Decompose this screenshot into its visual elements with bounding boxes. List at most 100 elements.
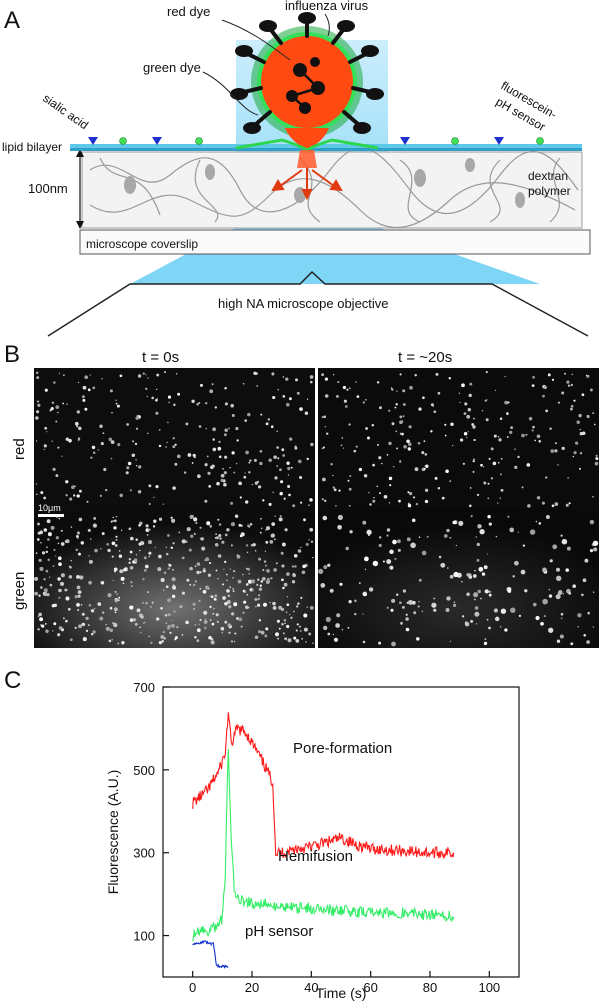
fluorescent-spot — [474, 611, 480, 617]
fluorescent-spot — [324, 426, 326, 428]
fluorescent-spot — [197, 474, 201, 479]
fluorescent-spot — [507, 401, 510, 404]
fluorescent-spot — [52, 467, 56, 472]
fluorescent-spot — [131, 453, 136, 458]
fluorescent-spot — [122, 582, 125, 585]
fluorescent-spot — [354, 599, 357, 603]
fluorescent-spot — [257, 603, 261, 607]
fluorescent-spot — [554, 502, 559, 506]
fluorescent-spot — [212, 612, 215, 615]
fluorescent-spot — [194, 532, 196, 535]
fluorescent-spot — [548, 594, 553, 598]
fluorescent-spot — [50, 407, 54, 411]
fluorescent-spot — [424, 465, 427, 468]
fluorescent-spot — [486, 618, 489, 621]
fluorescent-spot — [139, 549, 141, 552]
panel-a-label: A — [4, 7, 20, 34]
panel-b-label: B — [4, 341, 20, 368]
fluorescent-spot — [285, 377, 289, 381]
fluorescent-spot — [90, 538, 92, 540]
fluorescent-spot — [216, 481, 220, 486]
fluorescent-spot — [472, 574, 477, 578]
fluorescent-spot — [568, 502, 571, 505]
fluorescent-spot — [324, 377, 329, 381]
fluorescent-spot — [114, 544, 118, 547]
fluorescent-spot — [173, 610, 176, 613]
fluorescent-spot — [327, 563, 331, 567]
fluorescent-spot — [579, 432, 583, 436]
fluorescent-spot — [224, 455, 228, 459]
fluorescent-spot — [97, 602, 102, 606]
fluorescent-spot — [281, 448, 285, 452]
fluorescent-spot — [88, 580, 92, 585]
fluorescent-spot — [309, 527, 314, 532]
fluorescent-spot — [367, 436, 370, 440]
fluorescent-spot — [105, 626, 110, 631]
fluorescent-spot — [76, 410, 80, 414]
fluorescent-spot — [35, 416, 39, 420]
fluorescent-spot — [551, 504, 555, 508]
fluorescent-spot — [303, 518, 306, 522]
fluorescent-spot — [232, 590, 235, 593]
fluorescent-spot — [418, 601, 420, 603]
fluorescent-spot — [299, 501, 303, 504]
fluorescent-spot — [193, 456, 196, 458]
fluorescent-spot — [194, 636, 197, 639]
fluorescent-spot — [570, 407, 573, 411]
fluorescent-spot — [62, 402, 65, 405]
fluorescent-spot — [230, 640, 234, 643]
fluorescent-spot — [92, 386, 96, 390]
fluorescent-spot — [414, 373, 417, 377]
fluorescent-spot — [244, 472, 246, 474]
fluorescent-spot — [538, 522, 542, 525]
fluorescent-spot — [218, 523, 222, 526]
fluorescent-spot — [531, 384, 535, 387]
fluorescent-spot — [473, 417, 475, 420]
fluorescent-spot — [50, 525, 55, 530]
fluorescent-spot — [69, 497, 73, 501]
fluorescent-spot — [167, 534, 170, 537]
fluorescent-spot — [525, 433, 528, 436]
fluorescent-spot — [499, 626, 502, 628]
fluorescent-spot — [430, 403, 434, 407]
fluorescent-spot — [156, 373, 160, 377]
fluorescent-spot — [154, 546, 157, 549]
fluorescent-spot — [58, 588, 62, 593]
fluorescent-spot — [115, 535, 118, 538]
fluorescent-spot — [45, 629, 49, 634]
fluorescent-spot — [196, 570, 200, 575]
fluorescent-spot — [97, 449, 99, 451]
fluorescent-spot — [510, 426, 513, 429]
fluorescent-spot — [584, 558, 589, 563]
fluorescent-spot — [437, 487, 441, 490]
fluorescent-spot — [88, 624, 90, 626]
fluorescent-spot — [158, 554, 162, 559]
fluorescent-spot — [409, 385, 413, 390]
fluorescent-spot — [554, 449, 558, 453]
fluorescent-spot — [246, 551, 249, 554]
spots-t0-red — [35, 371, 314, 508]
fluorescent-spot — [488, 522, 492, 526]
fluorescent-spot — [390, 387, 393, 389]
fluorescent-spot — [44, 426, 48, 430]
fluorescent-spot — [264, 550, 267, 553]
fluorescent-spot — [55, 405, 60, 409]
fluorescent-spot — [242, 611, 245, 614]
fluorescent-spot — [470, 619, 474, 623]
fluorescent-spot — [101, 377, 103, 380]
fluorescent-spot — [125, 471, 129, 475]
fluorescent-spot — [231, 414, 235, 417]
fluorescent-spot — [174, 638, 177, 641]
fluorescent-spot — [362, 591, 368, 597]
fluorescent-spot — [390, 608, 394, 612]
fluorescent-spot — [424, 453, 428, 456]
fluorescent-spot — [276, 619, 280, 623]
x-tick-label: 100 — [478, 980, 500, 995]
fluorescent-spot — [536, 434, 541, 439]
fluorescent-spot — [276, 446, 279, 449]
fluorescent-spot — [412, 496, 416, 499]
fluorescent-spot — [183, 471, 187, 474]
fluorescent-spot — [167, 598, 171, 603]
fluorescent-spot — [281, 622, 284, 626]
fluorescent-spot — [228, 631, 231, 634]
